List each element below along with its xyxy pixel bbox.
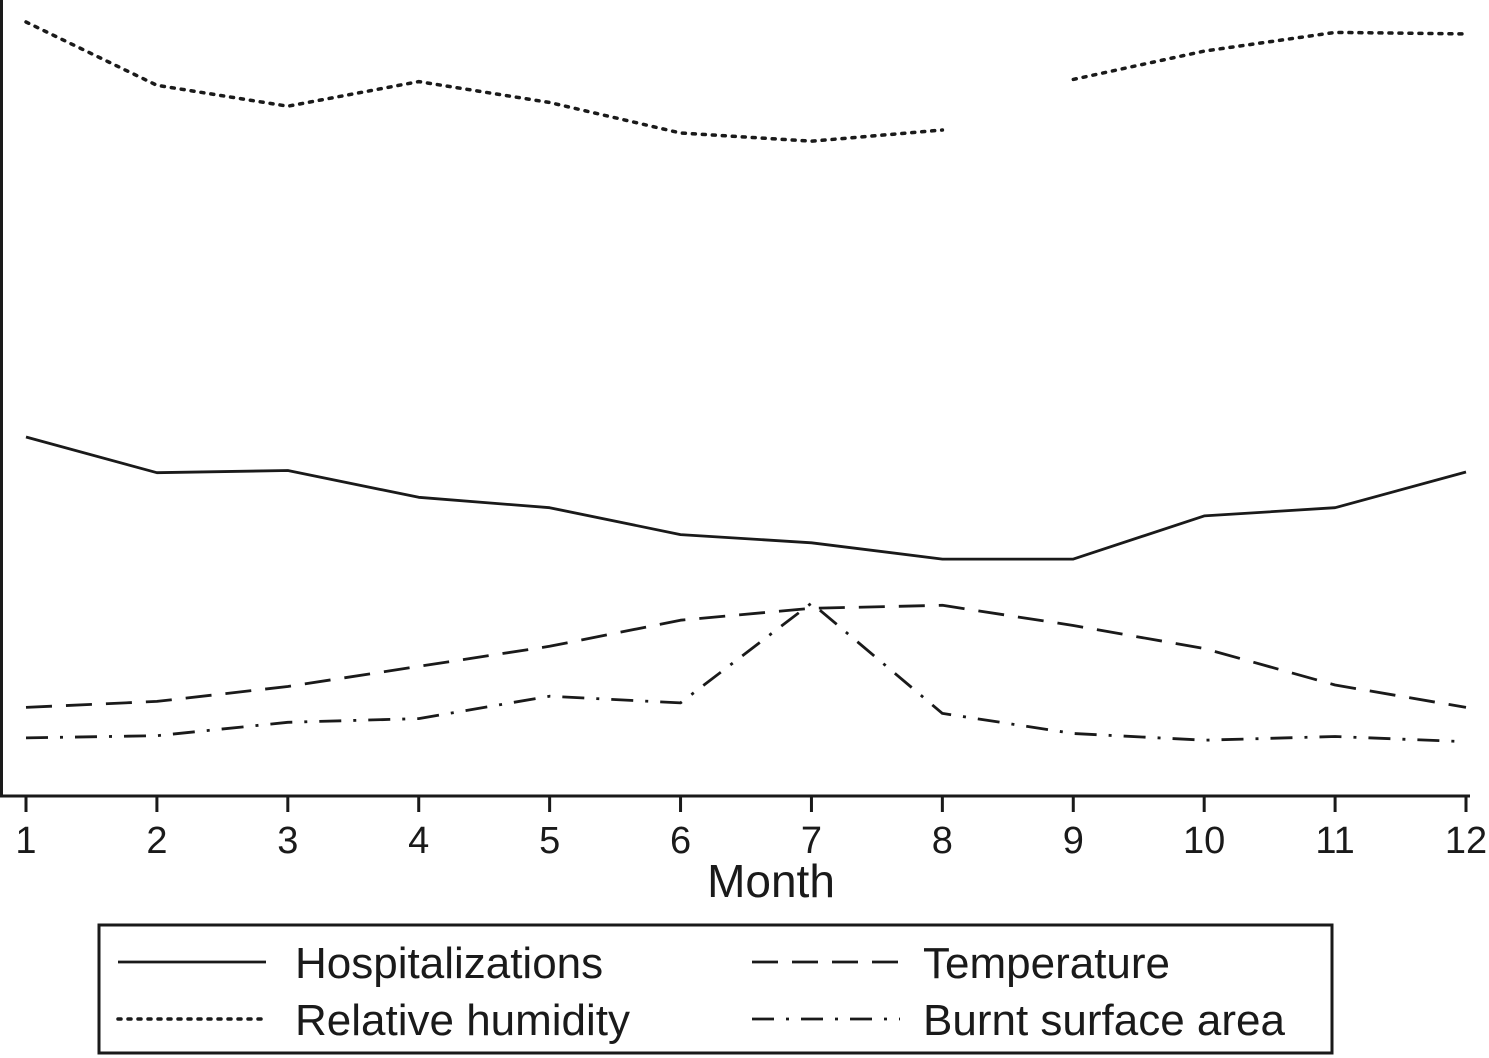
legend-label: Relative humidity [295,996,630,1045]
x-tick-label: 11 [1315,820,1354,862]
x-tick-label: 12 [1445,820,1487,862]
series-dotted [24,20,1468,143]
x-tick-label: 6 [670,820,691,862]
x-tick-label: 3 [277,820,298,862]
series-line [24,20,1468,143]
x-tick-label: 10 [1183,820,1225,862]
x-tick-label: 2 [146,820,167,862]
series-solid [25,435,1467,561]
legend-label: Hospitalizations [295,939,603,988]
legend-box [97,923,1334,1055]
legend-label: Burnt surface area [923,996,1285,1045]
x-tick-label: 5 [539,820,560,862]
legend-label: Temperature [923,939,1170,988]
x-tick-label: 8 [932,820,953,862]
series-line [25,435,1467,561]
series-line [25,603,1467,709]
series-dashdot [25,601,1467,744]
series-dashed [25,603,1467,709]
x-tick-label: 7 [801,820,822,862]
plot-lines [24,20,1468,744]
x-axis-label: Month [707,855,835,907]
x-tick-label: 1 [15,820,36,862]
series-line [25,601,1467,744]
x-ticks: 1 2 3 4 5 6 7 8 9 10 11 12 [15,796,1487,862]
legend: Hospitalizations Temperature Relative humi… [97,923,1334,1055]
x-tick-label: 4 [408,820,429,862]
axes: 1 2 3 4 5 6 7 8 9 10 11 12 Month [0,0,1487,907]
x-tick-label: 9 [1063,820,1084,862]
